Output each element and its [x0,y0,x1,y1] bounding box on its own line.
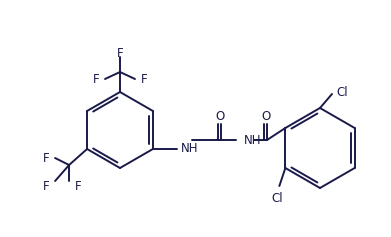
Text: NH: NH [244,133,262,146]
Text: Cl: Cl [271,192,283,205]
Text: F: F [92,73,99,86]
Text: F: F [141,73,148,86]
Text: O: O [261,109,270,123]
Text: NH: NH [181,142,198,155]
Text: O: O [215,109,224,123]
Text: F: F [117,46,123,59]
Text: F: F [75,179,82,192]
Text: F: F [43,179,49,192]
Text: F: F [43,151,49,164]
Text: Cl: Cl [336,86,348,99]
